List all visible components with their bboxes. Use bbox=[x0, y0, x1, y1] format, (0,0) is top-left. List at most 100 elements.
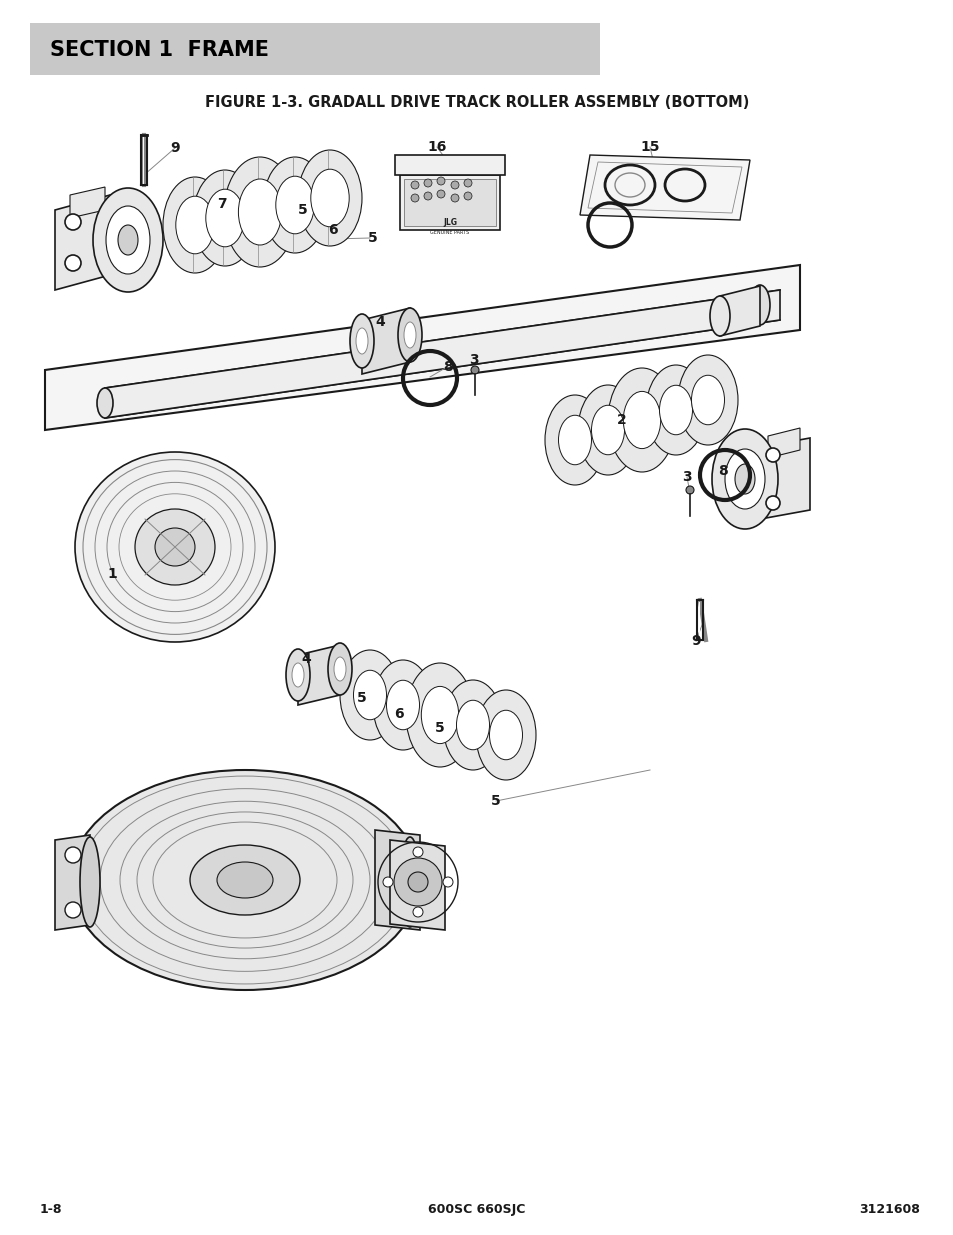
Ellipse shape bbox=[749, 285, 769, 325]
Text: 5: 5 bbox=[368, 231, 377, 245]
Ellipse shape bbox=[397, 308, 421, 362]
Text: 6: 6 bbox=[394, 706, 403, 721]
Ellipse shape bbox=[328, 643, 352, 695]
Circle shape bbox=[471, 366, 478, 374]
Polygon shape bbox=[375, 830, 419, 930]
Ellipse shape bbox=[659, 385, 692, 435]
Ellipse shape bbox=[80, 837, 100, 927]
Ellipse shape bbox=[373, 659, 433, 750]
Ellipse shape bbox=[190, 845, 299, 915]
Ellipse shape bbox=[678, 354, 738, 445]
Ellipse shape bbox=[75, 452, 274, 642]
Ellipse shape bbox=[645, 366, 705, 454]
Polygon shape bbox=[55, 195, 110, 290]
Ellipse shape bbox=[355, 329, 368, 354]
Ellipse shape bbox=[118, 225, 138, 254]
Ellipse shape bbox=[70, 769, 419, 990]
Ellipse shape bbox=[406, 663, 474, 767]
Text: 4: 4 bbox=[375, 315, 384, 329]
Text: 1: 1 bbox=[107, 567, 117, 580]
Bar bbox=[30, 23, 599, 75]
Ellipse shape bbox=[709, 296, 729, 336]
Circle shape bbox=[65, 214, 81, 230]
Text: 16: 16 bbox=[427, 140, 446, 154]
Polygon shape bbox=[297, 645, 339, 705]
Text: 1-8: 1-8 bbox=[40, 1203, 63, 1216]
Polygon shape bbox=[579, 156, 749, 220]
Text: 3121608: 3121608 bbox=[859, 1203, 919, 1216]
Circle shape bbox=[413, 906, 422, 918]
Text: 9: 9 bbox=[170, 141, 179, 156]
Ellipse shape bbox=[691, 375, 723, 425]
Text: 6: 6 bbox=[328, 224, 337, 237]
Polygon shape bbox=[720, 287, 760, 336]
Ellipse shape bbox=[334, 657, 346, 680]
Polygon shape bbox=[45, 266, 800, 430]
Ellipse shape bbox=[408, 872, 428, 892]
Ellipse shape bbox=[106, 206, 150, 274]
Text: 15: 15 bbox=[639, 140, 659, 154]
Text: 3: 3 bbox=[681, 471, 691, 484]
Ellipse shape bbox=[92, 188, 163, 291]
Polygon shape bbox=[754, 438, 809, 520]
Ellipse shape bbox=[311, 169, 349, 227]
Ellipse shape bbox=[399, 837, 419, 927]
Ellipse shape bbox=[558, 415, 591, 464]
Ellipse shape bbox=[476, 690, 536, 781]
Text: 5: 5 bbox=[491, 794, 500, 808]
Circle shape bbox=[442, 877, 453, 887]
Ellipse shape bbox=[544, 395, 604, 485]
Ellipse shape bbox=[711, 429, 778, 529]
Text: 7: 7 bbox=[217, 198, 227, 211]
Ellipse shape bbox=[578, 385, 638, 475]
Polygon shape bbox=[399, 175, 499, 230]
Ellipse shape bbox=[394, 858, 441, 906]
Circle shape bbox=[463, 191, 472, 200]
Ellipse shape bbox=[297, 149, 361, 246]
Circle shape bbox=[765, 448, 780, 462]
Text: 8: 8 bbox=[718, 464, 727, 478]
Ellipse shape bbox=[421, 687, 458, 743]
Circle shape bbox=[451, 194, 458, 203]
Ellipse shape bbox=[339, 650, 399, 740]
Ellipse shape bbox=[206, 189, 244, 247]
Polygon shape bbox=[767, 429, 800, 458]
Circle shape bbox=[463, 179, 472, 186]
Circle shape bbox=[411, 194, 418, 203]
Ellipse shape bbox=[734, 464, 754, 494]
Ellipse shape bbox=[286, 650, 310, 701]
Polygon shape bbox=[70, 186, 105, 219]
Circle shape bbox=[65, 847, 81, 863]
Polygon shape bbox=[403, 179, 496, 226]
Circle shape bbox=[685, 487, 693, 494]
Text: 5: 5 bbox=[435, 721, 444, 735]
Ellipse shape bbox=[456, 700, 489, 750]
Ellipse shape bbox=[607, 368, 676, 472]
Text: 4: 4 bbox=[301, 652, 311, 666]
Text: FIGURE 1-3. GRADALL DRIVE TRACK ROLLER ASSEMBLY (BOTTOM): FIGURE 1-3. GRADALL DRIVE TRACK ROLLER A… bbox=[205, 95, 748, 110]
Ellipse shape bbox=[354, 671, 386, 720]
Text: 2: 2 bbox=[617, 412, 626, 427]
Circle shape bbox=[65, 254, 81, 270]
Text: GENUINE PARTS: GENUINE PARTS bbox=[430, 230, 469, 235]
Circle shape bbox=[765, 496, 780, 510]
Circle shape bbox=[382, 877, 393, 887]
Ellipse shape bbox=[175, 196, 214, 254]
Text: JLG: JLG bbox=[442, 217, 456, 226]
Circle shape bbox=[65, 902, 81, 918]
Polygon shape bbox=[361, 308, 410, 374]
Ellipse shape bbox=[154, 529, 194, 566]
Circle shape bbox=[436, 190, 444, 198]
Circle shape bbox=[413, 847, 422, 857]
Ellipse shape bbox=[489, 710, 522, 760]
Ellipse shape bbox=[275, 177, 314, 233]
Text: 5: 5 bbox=[297, 203, 308, 217]
Ellipse shape bbox=[591, 405, 624, 454]
Ellipse shape bbox=[350, 314, 374, 368]
Ellipse shape bbox=[216, 862, 273, 898]
Ellipse shape bbox=[263, 157, 327, 253]
Ellipse shape bbox=[224, 157, 295, 267]
Text: 8: 8 bbox=[442, 359, 453, 374]
Ellipse shape bbox=[403, 322, 416, 348]
Ellipse shape bbox=[238, 179, 281, 245]
